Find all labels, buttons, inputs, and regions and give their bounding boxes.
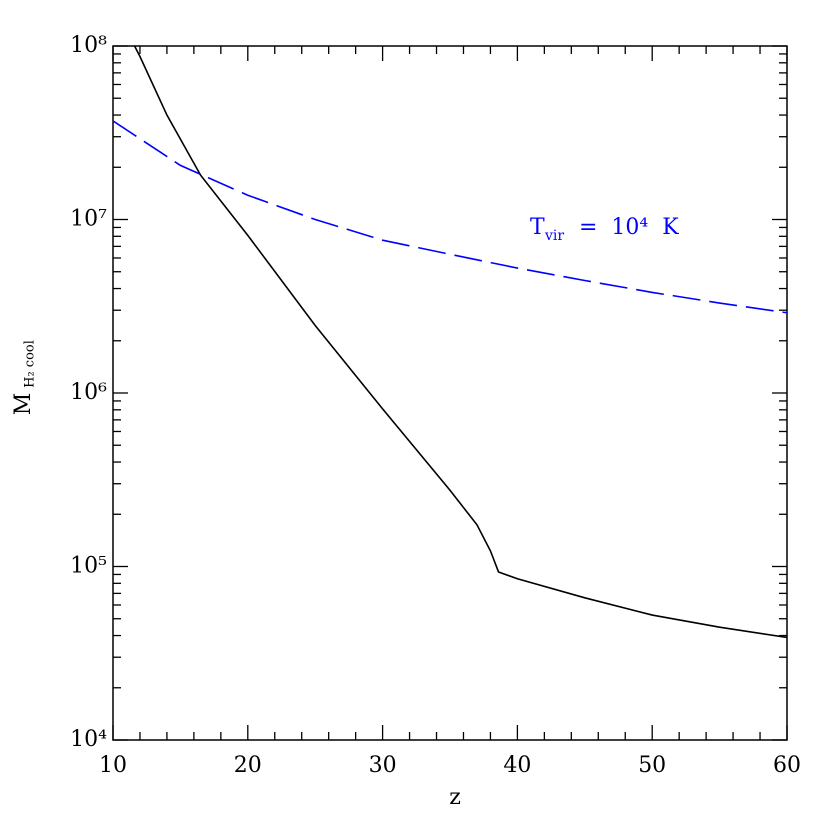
y-tick-label: 10⁷ — [70, 207, 107, 232]
annotation-sub: vir — [544, 228, 564, 244]
x-tick-label: 40 — [503, 753, 531, 778]
y-axis-label-sub: H₂ cool — [23, 340, 38, 388]
plot-frame — [112, 45, 788, 741]
x-tick-label: 60 — [773, 753, 801, 778]
y-axis-label: M H₂ cool — [11, 340, 38, 415]
y-axis-label-main: M — [11, 393, 36, 416]
x-tick-label: 50 — [638, 753, 666, 778]
y-tick-label: 10⁴ — [70, 727, 107, 752]
annotation: T vir = 10⁴ K — [530, 215, 679, 244]
y-tick-label: 10⁵ — [70, 554, 107, 579]
x-tick-label: 20 — [234, 753, 262, 778]
x-axis-label: z — [449, 785, 461, 810]
annotation-rest: = 10⁴ K — [572, 215, 679, 240]
y-tick-label: 10⁶ — [70, 380, 107, 405]
x-tick-label: 10 — [99, 753, 127, 778]
x-tick-label: 30 — [369, 753, 397, 778]
annotation-main: T — [530, 215, 545, 240]
series-line — [133, 46, 787, 639]
y-tick-label: 10⁸ — [70, 33, 107, 58]
series-line — [113, 120, 787, 314]
